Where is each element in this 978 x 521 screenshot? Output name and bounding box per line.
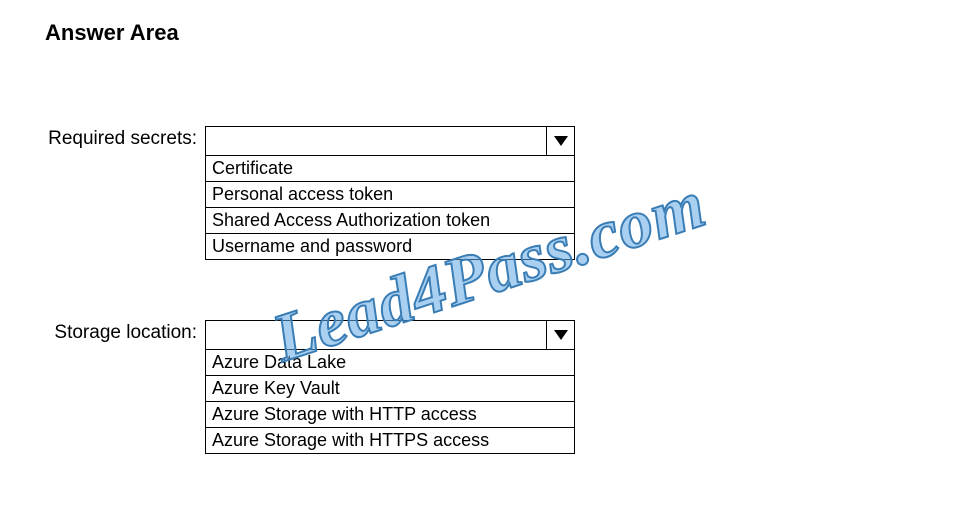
dropdown-required-secrets: Certificate Personal access token Shared… [205, 126, 575, 260]
option-item[interactable]: Personal access token [206, 182, 574, 208]
page-title: Answer Area [45, 20, 933, 46]
selectbox-required-secrets[interactable] [205, 126, 575, 156]
field-row-required-secrets: Required secrets: Certificate Personal a… [45, 126, 933, 260]
option-list-required-secrets: Certificate Personal access token Shared… [205, 156, 575, 260]
option-item[interactable]: Certificate [206, 156, 574, 182]
option-item[interactable]: Azure Storage with HTTPS access [206, 428, 574, 453]
chevron-down-icon [554, 330, 568, 340]
field-row-storage-location: Storage location: Azure Data Lake Azure … [45, 320, 933, 454]
option-item[interactable]: Azure Data Lake [206, 350, 574, 376]
selectbox-storage-location[interactable] [205, 320, 575, 350]
option-item[interactable]: Azure Key Vault [206, 376, 574, 402]
dropdown-arrow-box[interactable] [546, 127, 574, 155]
dropdown-storage-location: Azure Data Lake Azure Key Vault Azure St… [205, 320, 575, 454]
option-list-storage-location: Azure Data Lake Azure Key Vault Azure St… [205, 350, 575, 454]
field-label-required-secrets: Required secrets: [45, 126, 205, 150]
option-item[interactable]: Shared Access Authorization token [206, 208, 574, 234]
option-item[interactable]: Username and password [206, 234, 574, 259]
dropdown-arrow-box[interactable] [546, 321, 574, 349]
field-label-storage-location: Storage location: [45, 320, 205, 344]
chevron-down-icon [554, 136, 568, 146]
option-item[interactable]: Azure Storage with HTTP access [206, 402, 574, 428]
